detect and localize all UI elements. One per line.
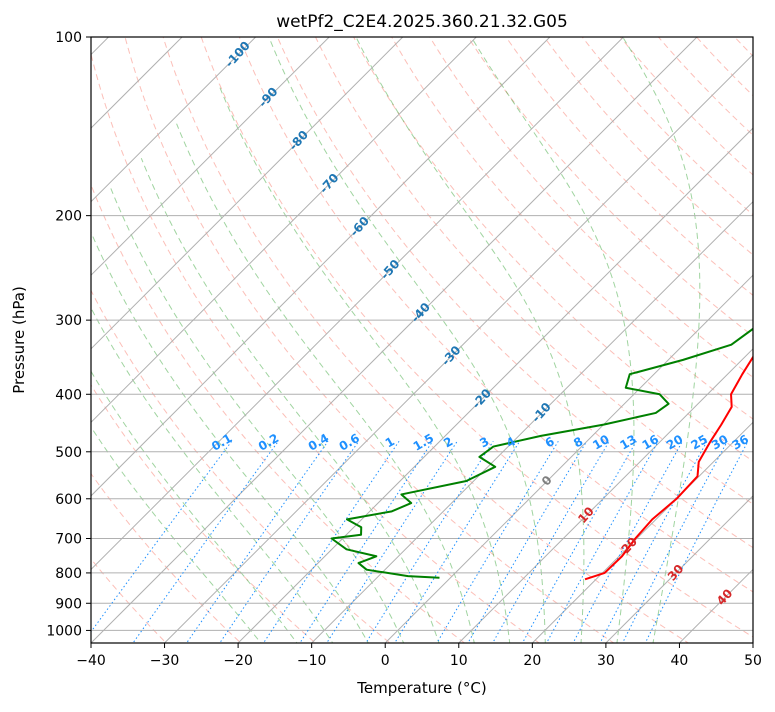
y-tick-label: 400 <box>55 387 82 403</box>
x-tick-label: 0 <box>381 653 390 669</box>
x-axis-label: Temperature (°C) <box>356 679 486 697</box>
x-tick-label: −20 <box>223 653 253 669</box>
x-tick-label: 40 <box>671 653 689 669</box>
y-tick-label: 200 <box>55 209 82 225</box>
y-tick-label: 100 <box>55 30 82 46</box>
x-tick-label: 20 <box>523 653 541 669</box>
x-tick-label: −40 <box>76 653 106 669</box>
y-tick-label: 500 <box>55 445 82 461</box>
y-tick-label: 600 <box>55 492 82 508</box>
x-tick-label: −30 <box>150 653 180 669</box>
y-axis-label: Pressure (hPa) <box>10 286 28 394</box>
x-tick-label: 10 <box>450 653 468 669</box>
x-tick-label: 50 <box>744 653 762 669</box>
y-tick-label: 800 <box>55 566 82 582</box>
y-tick-label: 900 <box>55 596 82 612</box>
y-tick-label: 300 <box>55 313 82 329</box>
chart-title: wetPf2_C2E4.2025.360.21.32.G05 <box>276 12 568 32</box>
y-tick-label: 1000 <box>46 623 82 639</box>
y-tick-label: 700 <box>55 532 82 548</box>
x-tick-label: −10 <box>297 653 327 669</box>
x-tick-label: 30 <box>597 653 615 669</box>
